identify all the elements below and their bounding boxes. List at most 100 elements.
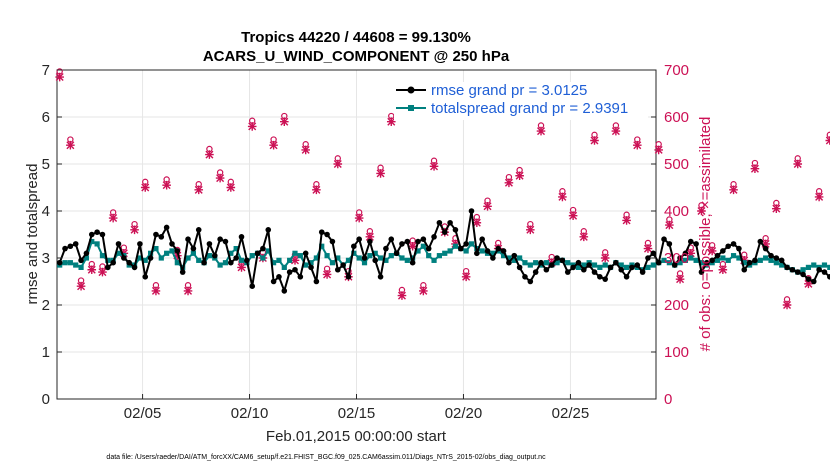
rmse-point (661, 236, 667, 242)
obs-assimilated-marker (66, 140, 75, 150)
rmse-point (351, 243, 357, 250)
obs-assimilated-marker (707, 246, 717, 256)
rmse-point (329, 238, 336, 245)
totalspread-point (174, 260, 180, 266)
obs-assimilated-marker (386, 117, 396, 126)
totalspread-point (367, 253, 373, 259)
y-axis-label-right: # of obs: o=possible; ×=assimilated (697, 117, 714, 352)
rmse-point (548, 262, 555, 268)
rmse-point (810, 278, 817, 285)
rmse-point (527, 278, 534, 285)
totalspread-point (271, 260, 277, 266)
obs-assimilated-marker (632, 140, 642, 150)
totalspread-point (287, 257, 293, 263)
legend: rmse grand pr = 3.0125 totalspread grand… (394, 82, 648, 120)
totalspread-point (99, 253, 106, 259)
totalspread-point (281, 264, 287, 270)
rmse-point (254, 250, 261, 257)
totalspread-point (228, 250, 234, 256)
rmse-point (308, 264, 314, 271)
totalspread-point (153, 246, 159, 252)
rmse-point (655, 259, 662, 266)
rmse-point (105, 264, 111, 271)
rmse-point (570, 264, 576, 271)
totalspread-point (805, 264, 812, 270)
rmse-point (693, 241, 699, 247)
totalspread-point (372, 250, 378, 256)
rmse-point (789, 266, 796, 273)
totalspread-point (404, 257, 410, 263)
totalspread-point (666, 260, 672, 266)
rmse-point (147, 255, 154, 261)
obs-assimilated-marker (526, 225, 535, 235)
rmse-point (645, 255, 651, 261)
totalspread-point (682, 257, 689, 263)
totalspread-point (67, 260, 73, 266)
rmse-point (126, 259, 133, 266)
rmse-point (211, 252, 218, 259)
totalspread-point (725, 257, 731, 263)
totalspread-point (222, 260, 229, 266)
totalspread-point (543, 260, 549, 266)
rmse-point (409, 259, 416, 266)
totalspread-point (763, 255, 769, 261)
obs-assimilated-marker (162, 180, 171, 190)
totalspread-point (693, 257, 699, 263)
totalspread-point (169, 248, 175, 254)
rmse-point (361, 255, 368, 261)
rmse-point (404, 238, 411, 245)
totalspread-point (436, 253, 442, 259)
y-tick-label: 7 (42, 62, 50, 79)
totalspread-point (62, 260, 68, 266)
rmse-point (67, 243, 74, 250)
obs-assimilated-marker (665, 220, 674, 230)
totalspread-point (249, 253, 255, 259)
obs-assimilated-marker (729, 185, 738, 195)
obs-assimilated-marker (686, 249, 696, 258)
rmse-point (372, 257, 379, 264)
obs-assimilated-marker (782, 300, 792, 310)
rmse-point (137, 241, 143, 247)
rmse-point (297, 274, 304, 280)
obs-assimilated-marker (365, 232, 375, 242)
y2-tick-label: 0 (664, 391, 672, 408)
totalspread-point (602, 262, 608, 268)
obs-assimilated-marker (579, 232, 589, 242)
totalspread-point (73, 262, 79, 268)
totalspread-point (142, 257, 148, 263)
obs-assimilated-marker (654, 145, 663, 155)
totalspread-point (115, 250, 122, 256)
obs-assimilated-marker (761, 239, 770, 249)
totalspread-point (688, 255, 694, 261)
totalspread-point (345, 257, 352, 263)
rmse-point (671, 262, 678, 268)
obs-assimilated-marker (183, 286, 193, 296)
rmse-point (431, 234, 437, 240)
totalspread-point (303, 262, 309, 268)
totalspread-point (78, 264, 84, 270)
totalspread-point (410, 255, 416, 261)
rmse-point (169, 241, 175, 247)
rmse-point (784, 264, 790, 271)
rmse-point (206, 241, 213, 247)
totalspread-point (677, 260, 683, 266)
totalspread-point (527, 262, 533, 268)
rmse-point (334, 266, 341, 273)
obs-assimilated-marker (290, 256, 300, 265)
rmse-point (613, 259, 619, 266)
rmse-point (794, 269, 801, 275)
totalspread-point (233, 246, 239, 252)
obs-assimilated-marker (472, 218, 482, 228)
obs-assimilated-marker (312, 185, 321, 195)
obs-assimilated-marker (87, 265, 97, 275)
obs-assimilated-marker (558, 192, 567, 202)
rmse-point (490, 255, 496, 261)
totalspread-point (319, 243, 325, 249)
totalspread-point (447, 248, 453, 254)
totalspread-point (388, 253, 394, 259)
totalspread-point (185, 255, 191, 261)
obs-assimilated-marker (814, 192, 824, 202)
totalspread-point (415, 248, 421, 254)
obs-assimilated-marker (611, 126, 621, 136)
totalspread-point (768, 257, 774, 263)
